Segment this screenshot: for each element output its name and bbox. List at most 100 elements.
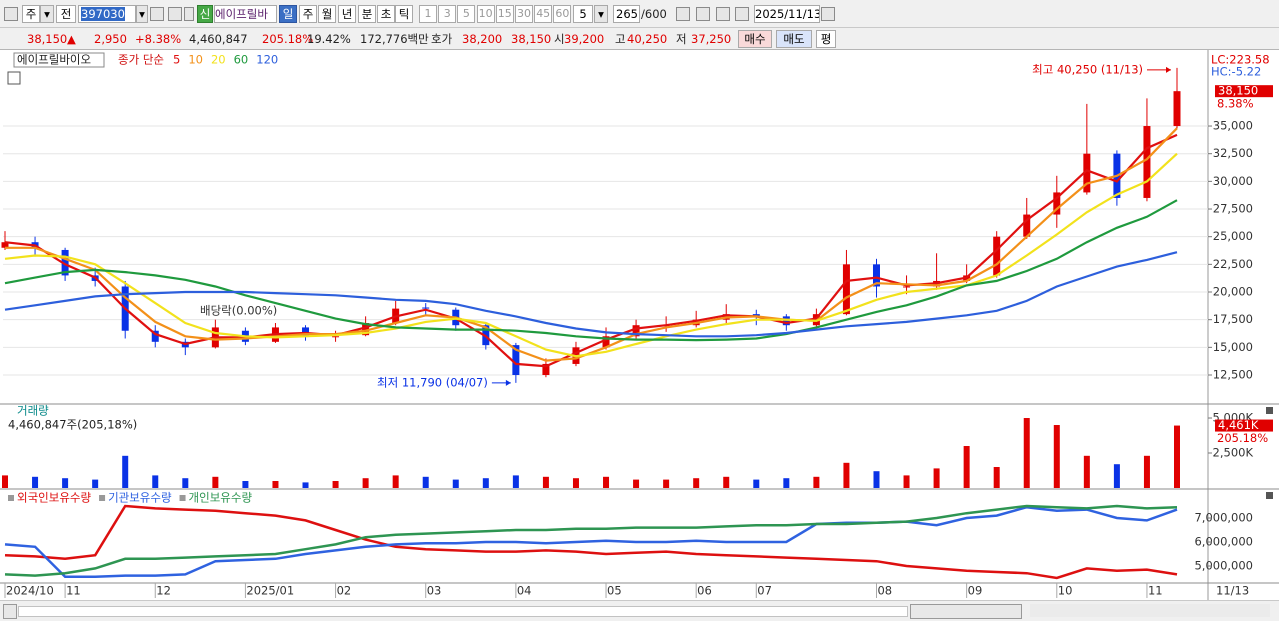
volume-bar — [62, 478, 69, 488]
volume-bar — [242, 481, 249, 488]
legend-entry: 5 — [173, 53, 180, 67]
dropdown[interactable]: ▾ — [40, 5, 54, 23]
low-annotation: 최저 11,790 (04/07) — [377, 375, 488, 389]
panel-icon[interactable] — [7, 71, 21, 85]
dropdown[interactable]: ▾ — [136, 5, 148, 23]
nav-buttons[interactable] — [910, 604, 1022, 619]
interval-button[interactable]: 15 — [495, 5, 514, 23]
code-input[interactable]: 397030 — [78, 5, 136, 23]
high-label: 고 — [615, 32, 626, 46]
x-tick-label: 08 — [877, 584, 892, 598]
quote-bar: 38,150 ▲ 2,950 +8.38% 4,460,847 205.18% … — [0, 28, 1279, 50]
lc-label: LC:223.58 — [1211, 53, 1270, 67]
panel-icon[interactable] — [1266, 492, 1273, 499]
code-text: 397030 — [81, 7, 125, 21]
legend-entry: 60 — [234, 53, 249, 67]
volume-bar — [182, 478, 189, 488]
avg-button[interactable]: 평 — [816, 30, 836, 48]
dropdown[interactable]: ▾ — [594, 5, 608, 23]
period-button[interactable]: 틱 — [395, 5, 413, 23]
legend-entry: 외국인보유수량 — [17, 491, 91, 505]
y-tick-label: 15,000 — [1213, 340, 1253, 354]
period-button[interactable]: 월 — [318, 5, 336, 23]
interval-button[interactable]: 1 — [419, 5, 437, 23]
market-select[interactable]: 주 — [22, 5, 40, 23]
tool-icon[interactable] — [696, 7, 710, 21]
legend-entry: 20 — [211, 53, 226, 67]
interval-input[interactable]: 5 — [573, 5, 593, 23]
open: 39,200 — [564, 32, 605, 46]
interval-button[interactable]: 60 — [553, 5, 572, 23]
interval-button[interactable]: 45 — [534, 5, 553, 23]
legend-marker — [99, 495, 106, 501]
volume-bar — [693, 478, 700, 488]
high: 40,250 — [627, 32, 668, 46]
sell-button[interactable]: 매도 — [776, 30, 812, 48]
y-tick-label: 27,500 — [1213, 202, 1253, 216]
tool-icon[interactable] — [676, 7, 690, 21]
ma-line — [4, 133, 1178, 368]
volume-bar — [302, 482, 309, 488]
volume-bar — [1143, 455, 1150, 488]
legend-entry: 120 — [256, 53, 278, 67]
volume-bar — [723, 476, 730, 488]
ma-line — [5, 127, 1178, 362]
annotation-arrow — [1166, 66, 1171, 73]
candle-body — [362, 322, 370, 336]
menu-icon[interactable] — [4, 7, 18, 21]
zoom-tools[interactable] — [1030, 604, 1270, 617]
arrow: ▲ — [67, 32, 76, 46]
volume-bar — [1023, 418, 1030, 488]
price: 38,150 — [27, 32, 68, 46]
candle-body — [872, 264, 880, 287]
buy-button[interactable]: 매수 — [738, 30, 772, 48]
volume-bar — [1113, 464, 1120, 488]
ma-line — [4, 199, 1178, 342]
candle-body — [1053, 192, 1061, 215]
period-button[interactable]: 일 — [279, 5, 297, 23]
y-tick-label: 22,500 — [1213, 257, 1253, 271]
change-label: 8.38% — [1217, 97, 1254, 111]
candle-body — [422, 307, 430, 309]
period-button[interactable]: 주 — [299, 5, 317, 23]
save-icon[interactable] — [716, 7, 730, 21]
period-button[interactable]: 년 — [338, 5, 356, 23]
candle-body — [332, 336, 340, 338]
interval-button[interactable]: 3 — [438, 5, 457, 23]
volume-bar — [963, 446, 970, 488]
settings-icon[interactable] — [735, 7, 749, 21]
count-input[interactable]: 265 — [613, 5, 640, 23]
y-tick-label: 12,500 — [1213, 368, 1253, 382]
dropdown[interactable] — [184, 7, 194, 21]
period-button[interactable]: 분 — [358, 5, 376, 23]
candle-body — [1023, 214, 1031, 237]
y-tick-label: 7,000,000 — [1194, 511, 1253, 525]
date-input[interactable]: 2025/11/13 — [754, 5, 820, 23]
search-icon[interactable] — [150, 7, 164, 21]
legend-marker — [179, 495, 186, 501]
volume-bar — [422, 476, 429, 488]
volume-bar — [362, 478, 369, 488]
y-tick-label: 20,000 — [1213, 285, 1253, 299]
interval-button[interactable]: 5 — [457, 5, 476, 23]
interval-button[interactable]: 30 — [515, 5, 533, 23]
scroll-left[interactable] — [3, 604, 17, 619]
scope-button[interactable]: 전 — [56, 5, 76, 23]
y-tick-label: 2,500K — [1213, 446, 1254, 460]
legend-marker — [8, 495, 14, 501]
bid: 38,150 — [511, 32, 552, 46]
sound-icon[interactable] — [168, 7, 182, 21]
panel-icon[interactable] — [1266, 407, 1273, 414]
calendar-icon[interactable] — [821, 7, 835, 21]
volume-bar — [2, 475, 8, 488]
scroll-track[interactable] — [18, 606, 908, 617]
scrollbar — [0, 600, 1279, 621]
x-tick-label: 09 — [968, 584, 983, 598]
candle-body — [842, 264, 850, 315]
volume-bar — [32, 476, 39, 488]
panel-subtitle: 4,460,847주(205,18%) — [8, 418, 137, 432]
interval-button[interactable]: 10 — [476, 5, 495, 23]
period-button[interactable]: 초 — [377, 5, 395, 23]
